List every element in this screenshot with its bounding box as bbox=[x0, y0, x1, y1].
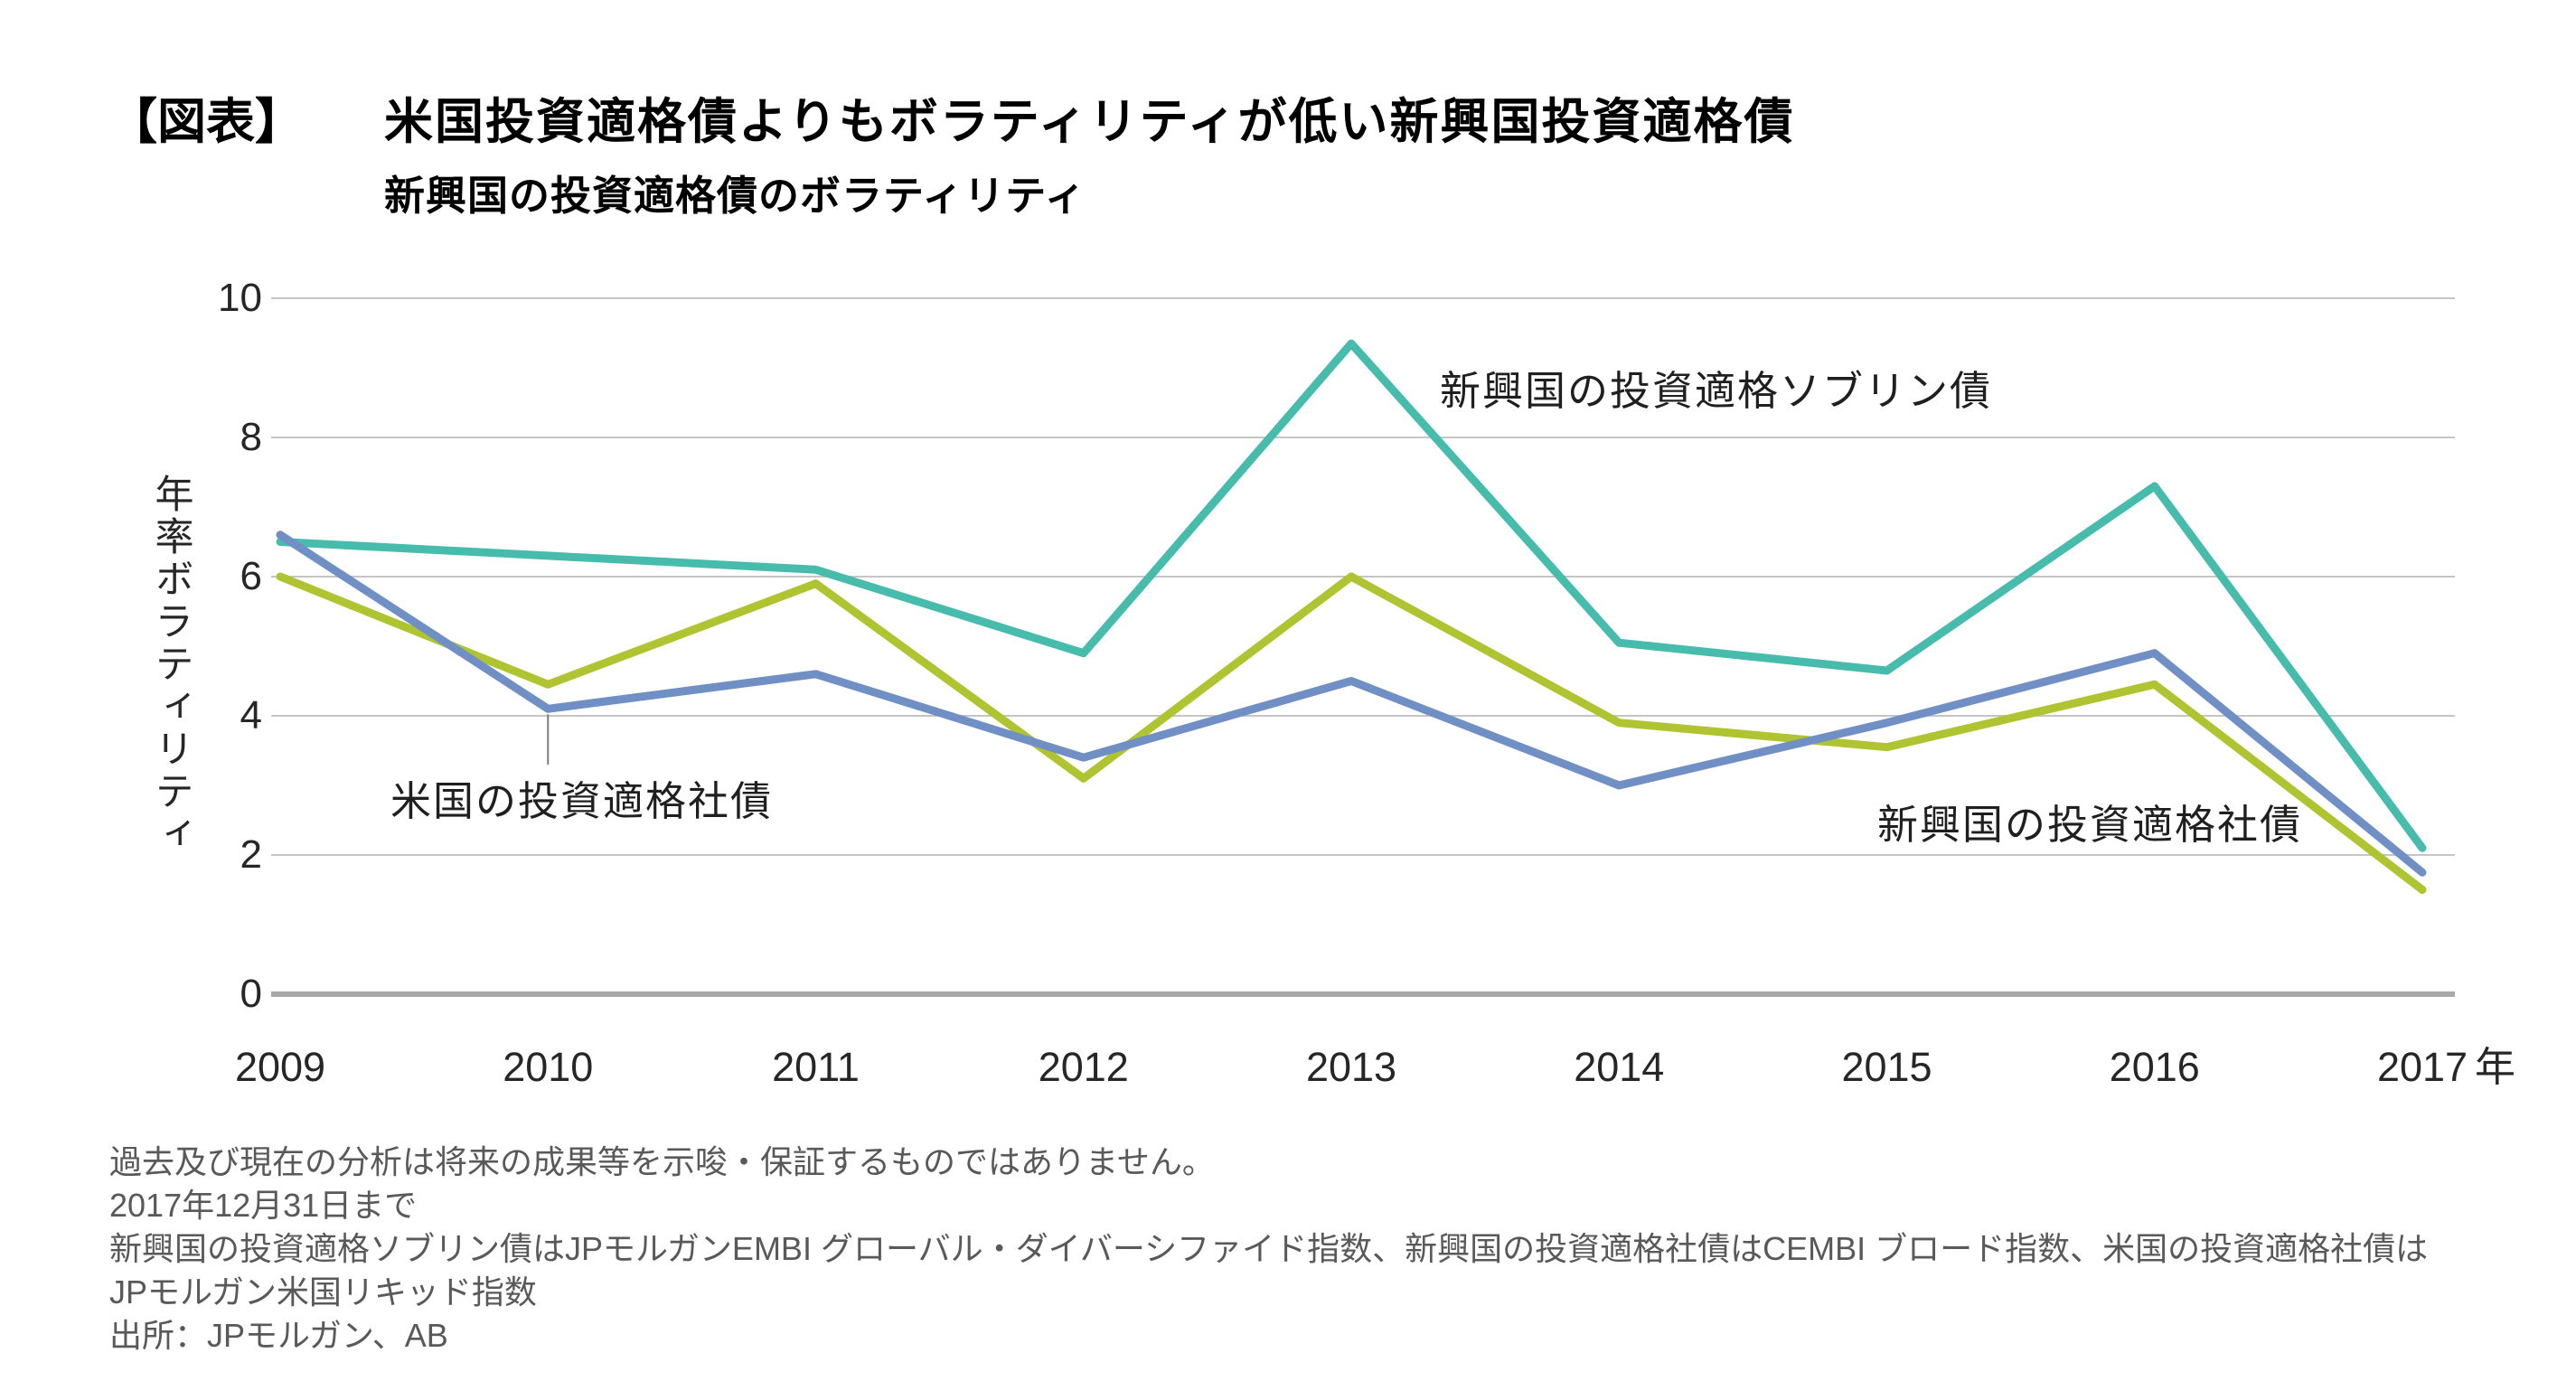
series-line-0 bbox=[276, 339, 2427, 852]
y-tick-label-6: 6 bbox=[240, 554, 262, 598]
annotation-em-corporate-label: 新興国の投資適格社債 bbox=[1877, 802, 2303, 848]
y-tick-label-10: 10 bbox=[218, 276, 262, 320]
footnote-index-definitions-cont: JPモルガン米国リキッド指数 bbox=[109, 1273, 537, 1311]
footnote-index-definitions: 新興国の投資適格ソブリン債はJPモルガンEMBI グローバル・ダイバーシファイド… bbox=[109, 1230, 2429, 1267]
annotation-us-corporate-label: 米国の投資適格社債 bbox=[390, 778, 774, 824]
annotation-em-sovereign-label: 新興国の投資適格ソブリン債 bbox=[1440, 368, 1993, 414]
figure-tag: 【図表】 bbox=[108, 95, 304, 149]
figure-title: 米国投資適格債よりもボラティリティが低い新興国投資適格債 bbox=[384, 95, 1795, 149]
x-axis-unit-label: 年 bbox=[2475, 1044, 2516, 1090]
x-tick-label-2016: 2016 bbox=[2109, 1044, 2200, 1090]
y-tick-label-0: 0 bbox=[240, 972, 262, 1016]
x-tick-label-2011: 2011 bbox=[772, 1044, 860, 1090]
footnote-source: 出所：JPモルガン、AB bbox=[109, 1317, 448, 1354]
x-tick-label-2010: 2010 bbox=[503, 1044, 594, 1090]
series-line-2 bbox=[276, 572, 2427, 894]
footnotes: 過去及び現在の分析は将来の成果等を示唆・保証するものではありません。 2017年… bbox=[109, 1141, 2428, 1358]
x-tick-label-2014: 2014 bbox=[1574, 1044, 1665, 1090]
y-tick-label-8: 8 bbox=[240, 415, 262, 459]
x-tick-label-2012: 2012 bbox=[1038, 1044, 1129, 1090]
x-tick-label-2013: 2013 bbox=[1305, 1044, 1397, 1090]
x-tick-label-2015: 2015 bbox=[1841, 1044, 1932, 1090]
x-tick-label-2009: 2009 bbox=[234, 1044, 326, 1090]
y-tick-label-2: 2 bbox=[240, 832, 262, 877]
figure-subtitle: 新興国の投資適格債のボラティリティ bbox=[384, 173, 1086, 219]
footnote-disclaimer: 過去及び現在の分析は将来の成果等を示唆・保証するものではありません。 bbox=[109, 1143, 1215, 1180]
footnote-asof-date: 2017年12月31日まで bbox=[109, 1187, 418, 1224]
x-tick-label-2017: 2017 bbox=[2376, 1044, 2468, 1090]
series-line-1 bbox=[276, 531, 2427, 877]
y-axis-title: 年率ボラティリティ bbox=[149, 474, 193, 856]
y-tick-label-4: 4 bbox=[240, 693, 262, 737]
